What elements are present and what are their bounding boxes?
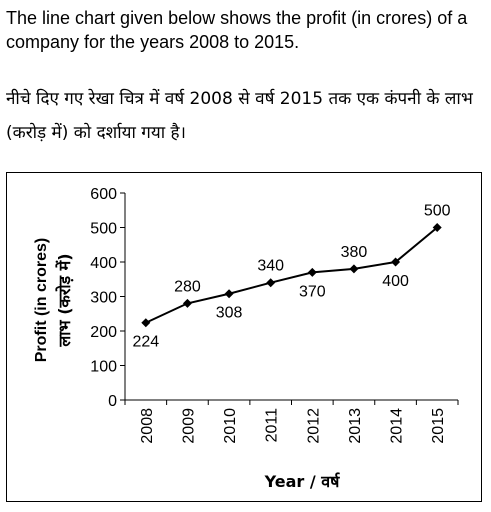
data-point [224,289,234,299]
intro-english: The line chart given below shows the pro… [6,8,468,52]
x-tick-label: 2013 [347,408,364,444]
x-tick-label: 2009 [180,408,197,444]
data-point [432,223,442,232]
y-tick-label: 400 [90,255,117,272]
data-label: 380 [341,244,368,261]
data-label: 340 [257,258,284,275]
data-point [307,267,317,277]
y-axis-ticks: 0 100 200 300 400 500 600 [90,186,125,410]
y-tick-label: 100 [90,359,117,376]
y-axis-label-english: Profit (in crores) [33,238,50,362]
data-label: 308 [216,305,243,322]
y-tick-label: 300 [90,290,117,307]
x-tick-label: 2011 [264,408,281,443]
x-tick-label: 2012 [305,408,322,444]
x-axis-ticks: 2008 2009 2010 2011 2012 2013 2014 2015 [124,400,459,444]
data-label: 280 [174,278,201,295]
intro-hindi: नीचे दिए गए रेखा चित्र में वर्ष 2008 से … [6,89,473,143]
y-tick-label: 500 [90,221,117,238]
data-labels: 224 280 308 340 370 380 400 500 [132,203,450,351]
data-label: 400 [382,273,409,290]
chart-frame [6,172,482,502]
x-tick-label: 2010 [222,408,239,444]
data-point [266,278,276,288]
x-tick-label: 2015 [430,408,447,444]
y-tick-label: 0 [108,393,117,410]
data-point [391,257,401,267]
series-line [145,226,438,324]
x-tick-label: 2008 [139,408,156,444]
y-axis-label-hindi: लाभ (करोड़ में) [55,253,74,347]
chart-axes [124,193,458,401]
x-axis-label: Year / वर्ष [264,472,341,491]
x-tick-label: 2014 [389,408,406,444]
y-tick-label: 600 [90,186,117,203]
data-label: 224 [132,334,159,351]
y-tick-label: 200 [90,324,117,341]
data-point [141,318,151,328]
series-markers [141,223,442,328]
data-label: 370 [299,283,326,300]
data-point [182,298,192,308]
data-point [349,264,359,274]
data-label: 500 [424,203,451,220]
